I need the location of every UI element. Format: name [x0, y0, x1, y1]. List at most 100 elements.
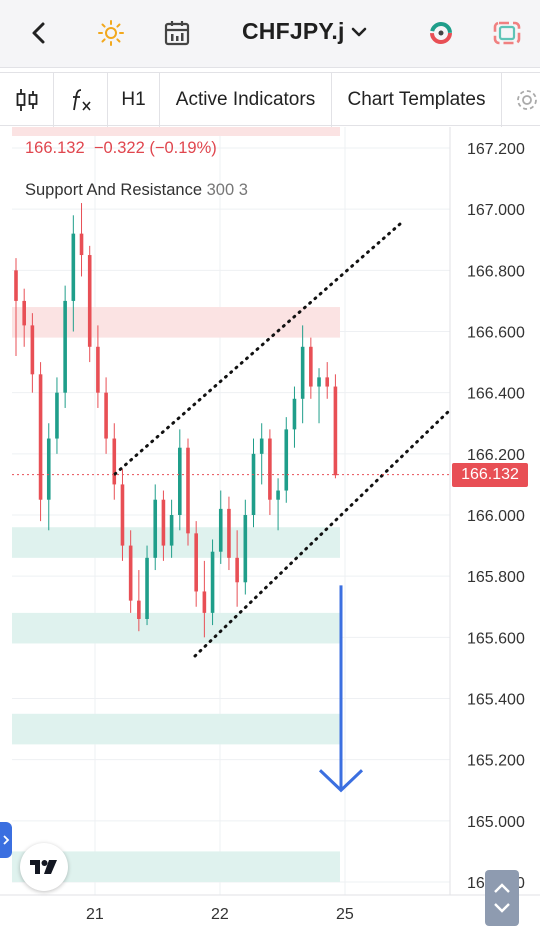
candle-body: [243, 515, 248, 583]
price-tick-label: 165.000: [467, 814, 525, 831]
sun-icon: [98, 20, 124, 46]
candle-body: [178, 447, 182, 515]
price-tick-label: 166.800: [467, 263, 525, 280]
price-tick-label: 166.000: [467, 508, 525, 525]
time-label-22: 22: [211, 906, 229, 923]
price-tick-label: 165.600: [467, 630, 525, 647]
gear-icon: [517, 90, 537, 110]
candle-body: [317, 377, 321, 387]
top-bar: CHFJPY.j: [0, 0, 540, 68]
indicator-params: 300 3: [206, 181, 248, 199]
trade-circle-icon: [430, 22, 452, 44]
candle-body: [292, 398, 297, 430]
chevron-down-icon: [351, 27, 367, 37]
price-tick-label: 166.200: [467, 447, 525, 464]
candle-body: [300, 346, 305, 399]
candles-icon: [16, 89, 37, 111]
candle-body: [63, 300, 67, 393]
interval-button[interactable]: H1: [108, 73, 160, 127]
candle-body: [128, 545, 133, 601]
theme-toggle-button[interactable]: [96, 18, 126, 48]
chevron-right-icon: [3, 835, 10, 845]
chart-templates-button[interactable]: Chart Templates: [332, 73, 502, 127]
support-zone: [12, 713, 340, 745]
candle-body: [235, 557, 239, 583]
price-tick-label: 165.200: [467, 753, 525, 770]
price-legend: 166.132 −0.322 (−0.19%): [25, 139, 217, 158]
candle-body: [87, 255, 92, 347]
candle-body: [194, 533, 198, 592]
chevron-left-icon: [32, 22, 45, 44]
candle-body: [333, 386, 338, 476]
legend-change-pct: (−0.19%): [149, 139, 217, 157]
candle-body: [137, 600, 141, 619]
chevron-up-down-icon: [494, 883, 510, 913]
indicator-legend[interactable]: Support And Resistance 300 3: [25, 181, 248, 200]
candle-body: [55, 392, 59, 439]
function-icon: [72, 89, 91, 111]
back-button[interactable]: [24, 18, 54, 48]
candle-body: [202, 591, 207, 613]
candle-body: [38, 374, 43, 500]
channel-upper-line: [113, 222, 402, 476]
settings-button[interactable]: [502, 73, 540, 127]
candle-body: [325, 377, 330, 387]
calendar-icon: [164, 21, 190, 46]
symbol-title[interactable]: CHFJPY.j: [242, 18, 345, 44]
active-indicators-button[interactable]: Active Indicators: [160, 73, 332, 127]
time-label-25: 25: [336, 906, 354, 923]
candle-body: [96, 346, 100, 393]
candle-body: [120, 484, 125, 546]
candle-body: [259, 438, 264, 454]
candle-body: [145, 557, 149, 619]
price-tick-label: 167.200: [467, 141, 525, 158]
price-tick-label: 165.400: [467, 692, 525, 709]
candle-body: [186, 447, 190, 534]
candle-body: [112, 438, 117, 485]
channel-lower-line: [193, 408, 452, 658]
indicators-fx-button[interactable]: [54, 73, 108, 127]
tradingview-logo-icon: [30, 860, 57, 874]
time-label-21: 21: [86, 906, 104, 923]
candle-body: [14, 270, 18, 301]
candle-body: [153, 499, 158, 558]
indicator-name: Support And Resistance: [25, 181, 203, 199]
chart-type-button[interactable]: [0, 73, 54, 127]
support-zone: [12, 527, 340, 558]
candle-body: [79, 233, 84, 256]
fullscreen-icon: [493, 21, 521, 45]
candle-body: [169, 515, 174, 546]
candle-body: [284, 429, 289, 491]
candle-body: [71, 233, 76, 301]
scroll-to-realtime-button[interactable]: [485, 870, 519, 926]
candle-body: [227, 508, 231, 558]
resistance-zone: [12, 307, 340, 338]
resistance-zone-top: [12, 127, 340, 136]
left-panel-toggle[interactable]: [0, 822, 12, 858]
candle-body: [104, 392, 108, 439]
price-tick-label: 166.600: [467, 325, 525, 342]
candle-body: [22, 300, 26, 326]
support-zone: [12, 612, 340, 644]
candle-body: [268, 438, 272, 500]
candle-body: [161, 499, 166, 546]
candle-body: [210, 551, 215, 613]
candle-body: [251, 453, 256, 515]
candle-body: [46, 438, 51, 500]
candle-body: [309, 346, 313, 387]
layout-button[interactable]: [492, 18, 522, 48]
legend-price: 166.132: [25, 139, 85, 157]
candle-body: [276, 490, 280, 500]
chart-toolbar: H1 Active Indicators Chart Templates: [0, 72, 540, 127]
price-tick-label: 167.000: [467, 202, 525, 219]
projection-arrow-head: [318, 769, 364, 793]
symbol-dropdown[interactable]: [350, 20, 368, 49]
candle-body: [218, 508, 223, 552]
tradingview-logo[interactable]: [20, 843, 68, 891]
calendar-button[interactable]: [162, 18, 192, 48]
current-price-tag: 166.132: [452, 463, 528, 487]
trade-button[interactable]: [426, 18, 456, 48]
price-tick-label: 166.400: [467, 386, 525, 403]
